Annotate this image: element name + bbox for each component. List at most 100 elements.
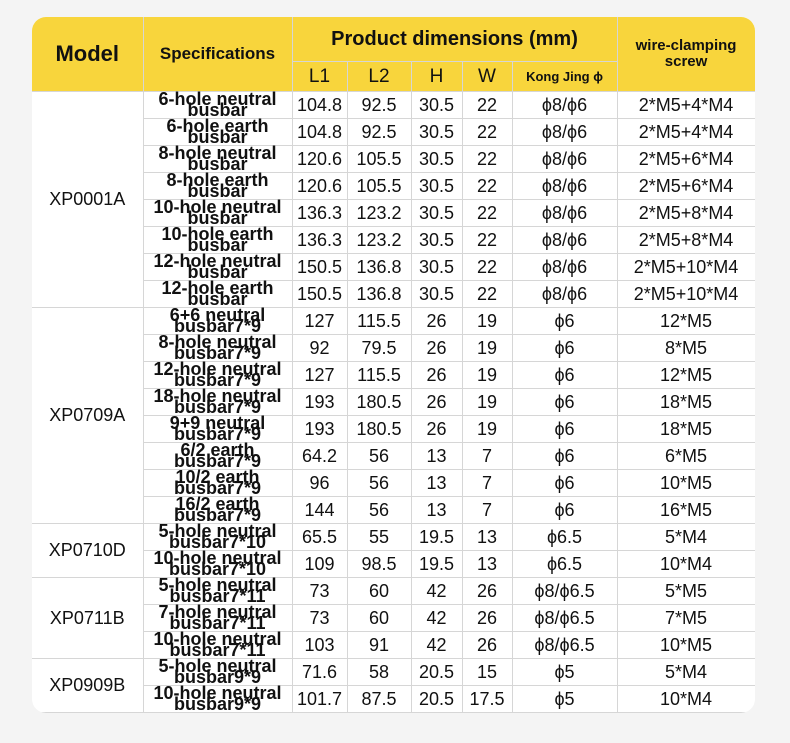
value-cell: 104.8 [291, 118, 348, 146]
value-cell: 15 [461, 658, 513, 686]
value-cell: 2*M5+4*M4 [616, 91, 755, 119]
value-cell: 123.2 [346, 226, 412, 254]
value-cell: 30.5 [410, 226, 463, 254]
value-cell: 2*M5+4*M4 [616, 118, 755, 146]
value-cell: 10*M4 [616, 685, 755, 713]
spec-cell: 10/2 earth busbar7*9 [142, 468, 293, 497]
value-cell: 136.8 [346, 253, 412, 281]
value-cell: 30.5 [410, 199, 463, 227]
table-row: 12-hole neutral busbar7*9 127 115.5 26 19 ϕ6 1… [32, 360, 755, 389]
value-cell: 144 [291, 496, 348, 524]
spec-cell: 12-hole neutral busbar7*9 [142, 360, 293, 389]
spec-cell: 5-hole neutral busbar7*11 [142, 576, 293, 605]
value-cell: 7 [461, 496, 513, 524]
table-row: XP0909B 5-hole neutral busbar9*9 71.6 58 20.… [32, 657, 755, 713]
table-row: XP0709A 6+6 neutral busbar7*9 127 115.5 26 19… [32, 306, 755, 524]
value-cell: 26 [410, 388, 463, 416]
table-row: 10/2 earth busbar7*9 96 56 13 7 ϕ6 10*M5 [32, 468, 755, 497]
value-cell: 20.5 [410, 685, 463, 713]
value-cell: 180.5 [346, 415, 412, 443]
value-cell: ϕ8/ϕ6 [511, 145, 618, 173]
value-cell: 115.5 [346, 361, 412, 389]
value-cell: 136.8 [346, 280, 412, 308]
value-cell: 42 [410, 577, 463, 605]
value-cell: 92.5 [346, 118, 412, 146]
value-cell: ϕ6 [511, 388, 618, 416]
value-cell: 2*M5+8*M4 [616, 199, 755, 227]
table-row: 12-hole earth busbar 150.5 136.8 30.5 22 ϕ8/ϕ… [32, 279, 755, 308]
value-cell: ϕ6 [511, 307, 618, 335]
value-cell: 56 [346, 469, 412, 497]
table-row: 6/2 earth busbar7*9 64.2 56 13 7 ϕ6 6*M5 [32, 441, 755, 470]
value-cell: 65.5 [291, 523, 348, 551]
value-cell: ϕ6 [511, 496, 618, 524]
value-cell: 71.6 [291, 658, 348, 686]
value-cell: 22 [461, 91, 513, 119]
value-cell: 42 [410, 631, 463, 659]
value-cell: 87.5 [346, 685, 412, 713]
value-cell: ϕ8/ϕ6 [511, 280, 618, 308]
value-cell: 58 [346, 658, 412, 686]
value-cell: 10*M4 [616, 550, 755, 578]
header-row: L1 L2 H W Kong Jing ϕ [32, 61, 755, 92]
value-cell: 19 [461, 415, 513, 443]
header-cell: L2 [346, 61, 412, 92]
table-row: 8-hole neutral busbar7*9 92 79.5 26 19 ϕ6 8*M5 [32, 333, 755, 362]
value-cell: 2*M5+8*M4 [616, 226, 755, 254]
value-cell: 22 [461, 226, 513, 254]
value-cell: 10*M5 [616, 631, 755, 659]
value-cell: 26 [410, 361, 463, 389]
value-cell: 30.5 [410, 172, 463, 200]
value-cell: 12*M5 [616, 361, 755, 389]
value-cell: 79.5 [346, 334, 412, 362]
value-cell: 120.6 [291, 172, 348, 200]
table-row: 8-hole earth busbar 120.6 105.5 30.5 22 ϕ8/ϕ6… [32, 171, 755, 200]
value-cell: ϕ8/ϕ6 [511, 91, 618, 119]
spec-cell: 8-hole earth busbar [142, 171, 293, 200]
value-cell: 105.5 [346, 172, 412, 200]
table-row: 7-hole neutral busbar7*11 73 60 42 26 ϕ8/ϕ6.5… [32, 603, 755, 632]
header-cell: W [461, 61, 513, 92]
value-cell: 92 [291, 334, 348, 362]
value-cell: 2*M5+10*M4 [616, 280, 755, 308]
value-cell: 60 [346, 577, 412, 605]
value-cell: ϕ8/ϕ6.5 [511, 604, 618, 632]
table-row: 16/2 earth busbar7*9 144 56 13 7 ϕ6 16*M5 [32, 495, 755, 524]
spec-cell: 12-hole neutral busbar [142, 252, 293, 281]
value-cell: 22 [461, 118, 513, 146]
value-cell: 18*M5 [616, 388, 755, 416]
value-cell: 22 [461, 280, 513, 308]
value-cell: 19.5 [410, 523, 463, 551]
header-cell: L1 [292, 61, 348, 92]
spec-cell: 6-hole earth busbar [142, 117, 293, 146]
table-row: XP0710D 5-hole neutral busbar7*10 65.5 55 19… [32, 522, 755, 578]
value-cell: 127 [291, 361, 348, 389]
value-cell: 19.5 [410, 550, 463, 578]
header-cell: Specifications [142, 17, 293, 92]
table-row: 12-hole neutral busbar 150.5 136.8 30.5 22 ϕ8… [32, 252, 755, 281]
value-cell: ϕ6 [511, 334, 618, 362]
value-cell: 12*M5 [616, 307, 755, 335]
value-cell: 19 [461, 334, 513, 362]
header-cell: H [410, 61, 463, 92]
value-cell: 73 [291, 577, 348, 605]
header-cell: wire-clamping screw [616, 17, 755, 92]
value-cell: ϕ5 [511, 658, 618, 686]
value-cell: 22 [461, 145, 513, 173]
value-cell: 18*M5 [616, 415, 755, 443]
value-cell: 13 [461, 550, 513, 578]
spec-cell: 12-hole earth busbar [142, 279, 293, 308]
value-cell: 22 [461, 172, 513, 200]
header-cell: Kong Jing ϕ [511, 61, 618, 92]
value-cell: 5*M5 [616, 577, 755, 605]
value-cell: 193 [291, 415, 348, 443]
spec-cell: 9+9 neutral busbar7*9 [142, 414, 293, 443]
value-cell: 13 [410, 496, 463, 524]
table-header: Model Specifications Product dimensions … [32, 17, 755, 92]
value-cell: ϕ8/ϕ6 [511, 199, 618, 227]
value-cell: ϕ5 [511, 685, 618, 713]
spec-cell: 6/2 earth busbar7*9 [142, 441, 293, 470]
spec-cell: 10-hole neutral busbar7*10 [142, 549, 293, 578]
table-row: 10-hole neutral busbar 136.3 123.2 30.5 22 ϕ8… [32, 198, 755, 227]
